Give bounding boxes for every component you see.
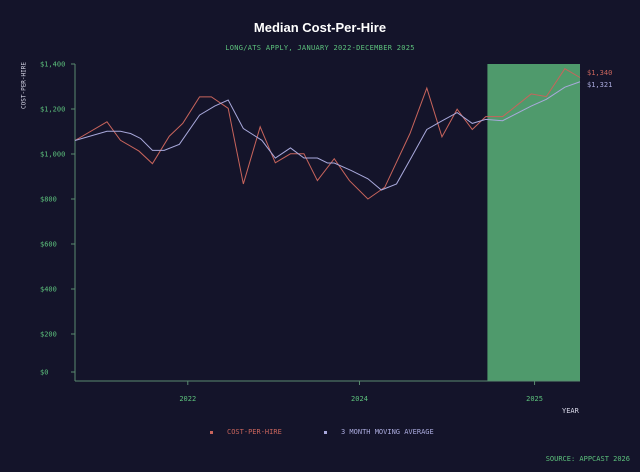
legend-marker xyxy=(210,430,213,434)
chart-title: Median Cost-Per-Hire xyxy=(253,20,387,35)
x-tick-label: 2025 xyxy=(526,395,543,403)
source-note: SOURCE: APPCAST 2026 xyxy=(545,455,630,463)
end-value-label: $1,321 xyxy=(587,81,612,89)
y-tick-label: $400 xyxy=(40,286,57,294)
end-value-label: $1,340 xyxy=(587,69,612,77)
y-tick-label: $1,200 xyxy=(40,106,65,114)
x-tick-label: 2022 xyxy=(179,395,196,403)
y-tick-label: $600 xyxy=(40,241,57,249)
legend-item-cost-per-hire: COST-PER-HIRE xyxy=(210,428,282,436)
highlight-band xyxy=(487,64,580,381)
series-line-moving-average xyxy=(74,81,581,191)
y-tick-label: $1,400 xyxy=(40,61,65,69)
y-tick-label: $1,000 xyxy=(40,151,65,159)
legend-item-moving-average: 3 MONTH MOVING AVERAGE xyxy=(324,428,434,436)
x-tick-label: 2024 xyxy=(351,395,368,403)
legend-label: 3 MONTH MOVING AVERAGE xyxy=(341,428,434,436)
y-tick-label: $0 xyxy=(40,369,48,377)
x-axis-label: YEAR xyxy=(562,407,579,415)
y-tick-label: $800 xyxy=(40,196,57,204)
legend-label: COST-PER-HIRE xyxy=(227,428,282,436)
chart-subtitle: LONG/ATS APPLY, JANUARY 2022-DECEMBER 20… xyxy=(225,44,415,52)
legend-marker xyxy=(324,430,327,434)
y-tick-label: $200 xyxy=(40,331,57,339)
